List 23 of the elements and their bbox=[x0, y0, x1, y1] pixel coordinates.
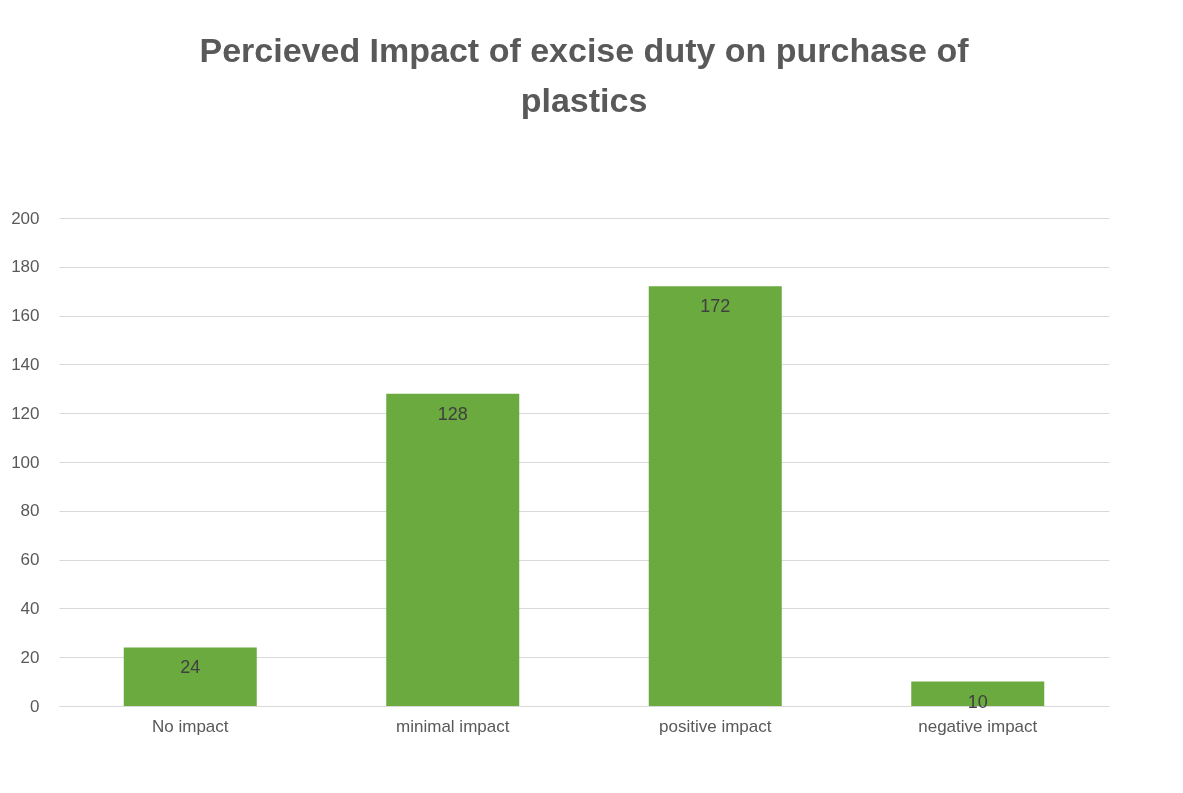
data-label: 128 bbox=[437, 403, 468, 424]
x-tick-label: positive impact bbox=[659, 716, 772, 736]
y-tick-label: 60 bbox=[20, 550, 40, 570]
y-tick-label: 40 bbox=[20, 598, 40, 618]
bar bbox=[386, 393, 520, 706]
y-tick-label: 0 bbox=[30, 696, 40, 716]
y-tick-label: 80 bbox=[20, 501, 40, 521]
bar bbox=[911, 681, 1045, 706]
bar bbox=[648, 286, 782, 706]
x-tick-label: minimal impact bbox=[396, 716, 510, 736]
y-tick-label: 120 bbox=[11, 403, 40, 423]
x-tick-label: negative impact bbox=[918, 716, 1038, 736]
y-tick-label: 100 bbox=[11, 452, 40, 472]
y-tick-label: 140 bbox=[11, 354, 40, 374]
y-tick-label: 20 bbox=[20, 647, 40, 667]
y-tick-label: 200 bbox=[11, 208, 40, 228]
chart-title: Percieved Impact of excise duty on purchase of plastics bbox=[199, 31, 970, 119]
data-label: 172 bbox=[700, 296, 731, 317]
x-tick-label: No impact bbox=[151, 716, 229, 736]
y-tick-label: 180 bbox=[11, 257, 40, 277]
bar bbox=[123, 647, 257, 706]
data-label: 24 bbox=[180, 657, 201, 678]
y-tick-label: 160 bbox=[11, 306, 40, 326]
